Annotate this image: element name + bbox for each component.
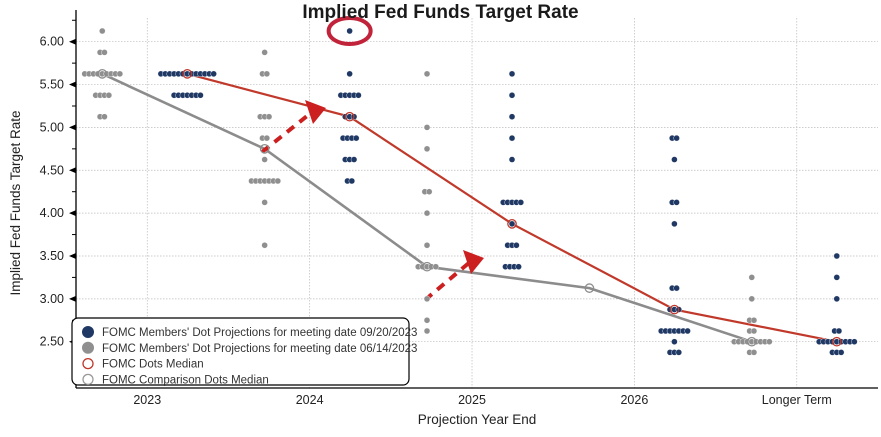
svg-text:5.50: 5.50: [40, 78, 64, 92]
svg-text:4.50: 4.50: [40, 163, 64, 177]
svg-text:FOMC Members' Dot Projections: FOMC Members' Dot Projections for meetin…: [102, 327, 417, 339]
svg-text:FOMC Members' Dot Projections: FOMC Members' Dot Projections for meetin…: [102, 343, 417, 355]
svg-text:FOMC Comparison Dots Median: FOMC Comparison Dots Median: [102, 374, 269, 386]
svg-text:Implied Fed Funds Target Rate: Implied Fed Funds Target Rate: [8, 110, 23, 295]
svg-text:2.50: 2.50: [40, 335, 64, 349]
svg-text:2025: 2025: [458, 393, 486, 407]
svg-text:Longer Term: Longer Term: [762, 393, 832, 407]
svg-text:2024: 2024: [296, 393, 324, 407]
svg-text:2023: 2023: [133, 393, 161, 407]
svg-text:4.00: 4.00: [40, 206, 64, 220]
svg-text:3.50: 3.50: [40, 249, 64, 263]
svg-text:5.00: 5.00: [40, 120, 64, 134]
svg-text:6.00: 6.00: [40, 35, 64, 49]
svg-text:2026: 2026: [620, 393, 648, 407]
svg-text:3.00: 3.00: [40, 292, 64, 306]
svg-text:Projection Year End: Projection Year End: [418, 412, 537, 427]
svg-text:FOMC Dots Median: FOMC Dots Median: [102, 359, 204, 371]
